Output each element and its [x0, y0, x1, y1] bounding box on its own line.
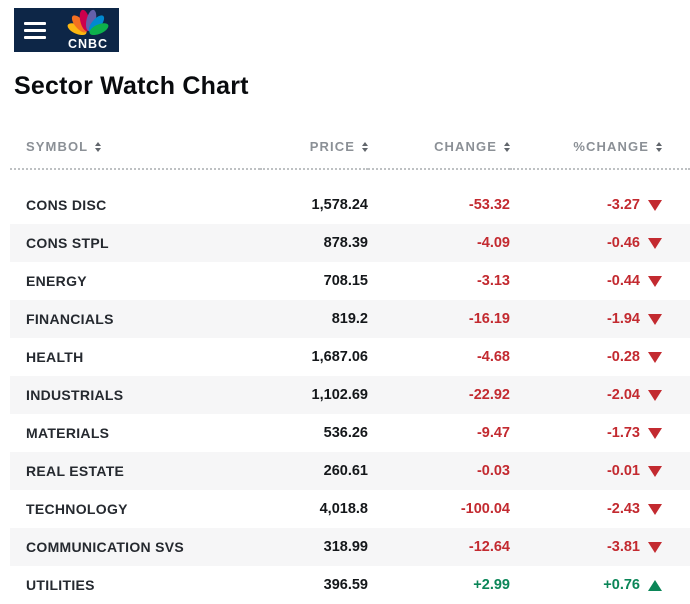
change-cell: -22.92 [468, 387, 510, 403]
menu-button[interactable] [22, 20, 48, 41]
hamburger-icon [24, 21, 46, 39]
cnbc-header-bar: CNBC [14, 8, 119, 52]
pct-change-cell: +0.76 [510, 566, 690, 604]
table-row[interactable]: COMMUNICATION SVS 318.99 -12.64 -3.81 [10, 528, 690, 566]
symbol-cell: MATERIALS [26, 425, 110, 441]
page-title: Sector Watch Chart [14, 72, 249, 100]
column-label: PRICE [309, 139, 355, 154]
table-row[interactable]: UTILITIES 396.59 +2.99 +0.76 [10, 566, 690, 604]
down-triangle-icon [648, 503, 662, 515]
down-triangle-icon [648, 427, 662, 439]
down-triangle-icon [648, 199, 662, 211]
price-cell: 536.26 [323, 425, 368, 441]
change-cell: -3.13 [476, 273, 510, 289]
pct-change-cell: -2.04 [510, 376, 690, 414]
pct-change-cell: -2.43 [510, 490, 690, 528]
down-triangle-icon [648, 389, 662, 401]
down-triangle-icon [648, 313, 662, 325]
table-row[interactable]: TECHNOLOGY 4,018.8 -100.04 -2.43 [10, 490, 690, 528]
cnbc-logo-text: CNBC [67, 37, 109, 52]
change-cell: -53.32 [468, 197, 510, 213]
change-cell: +2.99 [473, 577, 510, 593]
down-triangle-icon [648, 465, 662, 477]
table-body: CONS DISC 1,578.24 -53.32 -3.27 CONS STP… [10, 169, 690, 604]
symbol-cell: CONS DISC [26, 197, 107, 213]
sector-watch-table: SYMBOL PRICE CHANGE [10, 131, 690, 604]
sort-arrows-icon[interactable] [656, 141, 662, 152]
down-triangle-icon [648, 351, 662, 363]
price-cell: 1,687.06 [311, 349, 368, 365]
price-cell: 819.2 [331, 311, 368, 327]
price-cell: 318.99 [323, 539, 368, 555]
change-cell: -4.09 [476, 235, 510, 251]
symbol-cell: REAL ESTATE [26, 463, 125, 479]
table-row[interactable]: ENERGY 708.15 -3.13 -0.44 [10, 262, 690, 300]
pct-change-cell: -0.01 [510, 452, 690, 490]
down-triangle-icon [648, 541, 662, 553]
price-cell: 4,018.8 [319, 501, 368, 517]
symbol-cell: HEALTH [26, 349, 84, 365]
symbol-cell: ENERGY [26, 273, 87, 289]
price-cell: 1,102.69 [311, 387, 368, 403]
symbol-cell: TECHNOLOGY [26, 501, 128, 517]
table-row[interactable]: FINANCIALS 819.2 -16.19 -1.94 [10, 300, 690, 338]
change-cell: -12.64 [468, 539, 510, 555]
change-cell: -16.19 [468, 311, 510, 327]
table-row[interactable]: CONS DISC 1,578.24 -53.32 -3.27 [10, 186, 690, 224]
change-cell: -9.47 [476, 425, 510, 441]
column-label: SYMBOL [26, 139, 89, 154]
pct-change-cell: -0.28 [510, 338, 690, 376]
pct-change-cell: -3.81 [510, 528, 690, 566]
pct-change-cell: -1.73 [510, 414, 690, 452]
symbol-cell: INDUSTRIALS [26, 387, 124, 403]
column-header-symbol[interactable]: SYMBOL [10, 131, 260, 170]
up-triangle-icon [648, 579, 662, 591]
price-cell: 1,578.24 [311, 197, 368, 213]
cnbc-logo[interactable]: CNBC [64, 9, 112, 51]
change-cell: -100.04 [460, 501, 510, 517]
column-header-price[interactable]: PRICE [260, 131, 368, 170]
price-cell: 878.39 [323, 235, 368, 251]
down-triangle-icon [648, 237, 662, 249]
column-header-change[interactable]: CHANGE [368, 131, 510, 170]
symbol-cell: CONS STPL [26, 235, 109, 251]
symbol-cell: UTILITIES [26, 577, 95, 593]
table-header-row: SYMBOL PRICE CHANGE [10, 131, 690, 170]
pct-change-cell: -0.46 [510, 224, 690, 262]
price-cell: 260.61 [323, 463, 368, 479]
nbc-peacock-icon [64, 9, 112, 39]
pct-change-cell: -3.27 [510, 186, 690, 224]
pct-change-cell: -1.94 [510, 300, 690, 338]
symbol-cell: FINANCIALS [26, 311, 114, 327]
column-label: %CHANGE [573, 139, 649, 154]
table-row[interactable]: MATERIALS 536.26 -9.47 -1.73 [10, 414, 690, 452]
table-row[interactable]: INDUSTRIALS 1,102.69 -22.92 -2.04 [10, 376, 690, 414]
table-row[interactable]: REAL ESTATE 260.61 -0.03 -0.01 [10, 452, 690, 490]
price-cell: 396.59 [323, 577, 368, 593]
down-triangle-icon [648, 275, 662, 287]
symbol-cell: COMMUNICATION SVS [26, 539, 185, 555]
pct-change-cell: -0.44 [510, 262, 690, 300]
sort-arrows-icon[interactable] [504, 141, 510, 152]
table-row[interactable]: HEALTH 1,687.06 -4.68 -0.28 [10, 338, 690, 376]
change-cell: -0.03 [476, 463, 510, 479]
column-label: CHANGE [434, 139, 497, 154]
price-cell: 708.15 [323, 273, 368, 289]
column-header-pct-change[interactable]: %CHANGE [510, 131, 690, 170]
change-cell: -4.68 [476, 349, 510, 365]
table-row[interactable]: CONS STPL 878.39 -4.09 -0.46 [10, 224, 690, 262]
sort-arrows-icon[interactable] [362, 141, 368, 152]
sort-arrows-icon[interactable] [95, 141, 102, 152]
